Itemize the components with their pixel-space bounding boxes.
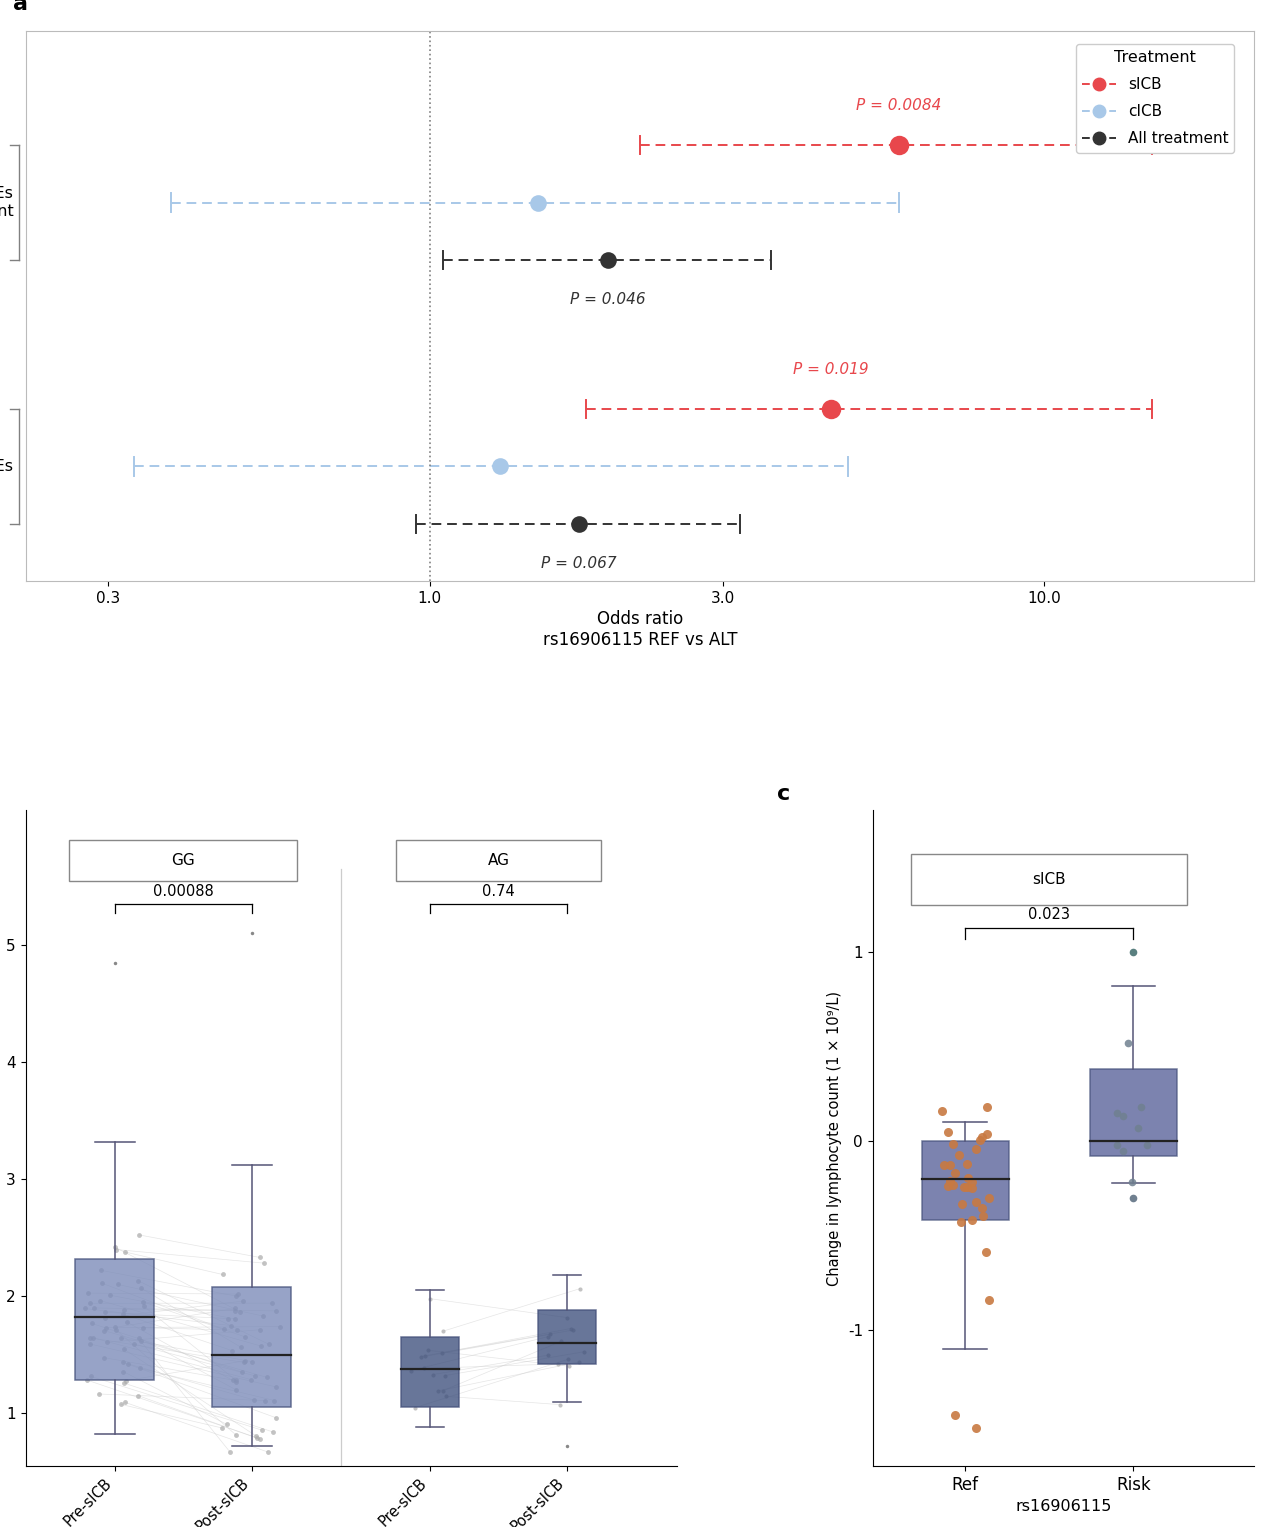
FancyBboxPatch shape [401, 1338, 458, 1408]
Text: 0.74: 0.74 [483, 884, 515, 899]
X-axis label: Odds ratio
rs16906115 REF vs ALT: Odds ratio rs16906115 REF vs ALT [543, 611, 737, 649]
Text: 0.023: 0.023 [1028, 907, 1070, 922]
Text: P = 0.0084: P = 0.0084 [856, 98, 941, 113]
FancyBboxPatch shape [538, 1310, 595, 1364]
Text: 0.00088: 0.00088 [152, 884, 214, 899]
Text: AG: AG [488, 852, 509, 867]
FancyBboxPatch shape [1089, 1069, 1178, 1156]
Text: Steroids ever given for irAEs: Steroids ever given for irAEs [0, 460, 13, 473]
Y-axis label: Change in lymphocyte count (1 × 10⁹/L): Change in lymphocyte count (1 × 10⁹/L) [827, 991, 842, 1286]
Text: c: c [777, 785, 791, 805]
FancyBboxPatch shape [396, 840, 602, 881]
Text: GG: GG [172, 852, 195, 867]
Text: Steroids given for irAEs
before cycle 5 of treatment: Steroids given for irAEs before cycle 5 … [0, 186, 13, 218]
Text: P = 0.046: P = 0.046 [570, 292, 645, 307]
FancyBboxPatch shape [76, 1258, 155, 1380]
Text: P = 0.067: P = 0.067 [541, 556, 617, 571]
FancyBboxPatch shape [212, 1287, 292, 1408]
X-axis label: rs16906115: rs16906115 [1015, 1500, 1112, 1515]
FancyBboxPatch shape [911, 854, 1187, 906]
Text: sICB: sICB [1033, 872, 1066, 887]
Text: a: a [13, 0, 28, 14]
FancyBboxPatch shape [922, 1141, 1009, 1220]
Legend: sICB, cICB, All treatment: sICB, cICB, All treatment [1075, 44, 1234, 153]
FancyBboxPatch shape [69, 840, 297, 881]
Text: P = 0.019: P = 0.019 [794, 362, 869, 377]
